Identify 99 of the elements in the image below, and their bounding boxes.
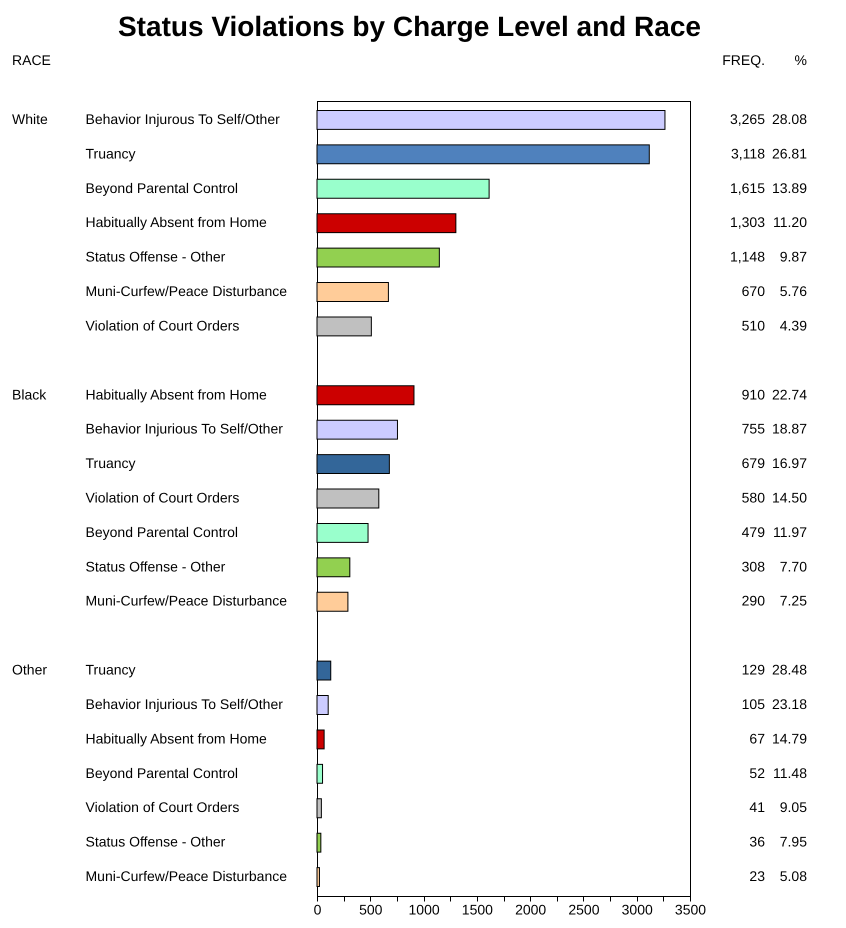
- y-tick-label: Muni-Curfew/Peace Disturbance: [86, 868, 288, 884]
- data-label: 479: [742, 524, 766, 540]
- data-label: 41: [749, 799, 766, 816]
- y-tick-label: Truancy: [86, 662, 136, 678]
- data-label: 910: [742, 386, 766, 402]
- bar: [316, 557, 350, 578]
- y-tick-label: Muni-Curfew/Peace Disturbance: [86, 283, 288, 300]
- text: 13.89: [772, 180, 808, 196]
- bar: [316, 248, 440, 268]
- x-tick-label: 0: [314, 902, 322, 918]
- x-tick-label: 1000: [408, 902, 440, 918]
- text: 9.87: [780, 248, 808, 265]
- text: 16.97: [772, 455, 808, 472]
- bar: [316, 832, 322, 853]
- data-label: 755: [742, 420, 766, 437]
- y-tick-label: Habitually Absent from Home: [86, 386, 268, 402]
- data-label: 3,265: [730, 110, 766, 127]
- bar: [316, 110, 666, 130]
- bar: [316, 178, 490, 199]
- text: 22.74: [772, 386, 808, 402]
- data-label: 308: [742, 558, 766, 574]
- bar: [316, 764, 324, 784]
- bar: [316, 867, 320, 888]
- data-label: 23: [749, 868, 766, 884]
- x-tick-label: 2000: [515, 902, 546, 918]
- y-tick-label: Muni-Curfew/Peace Disturbance: [86, 592, 288, 609]
- data-label: 67: [749, 730, 766, 746]
- x-tick-label: 2500: [568, 902, 600, 918]
- data-label: 3,118: [731, 145, 766, 162]
- y-tick-label: Truancy: [86, 145, 136, 162]
- text: Other: [12, 662, 48, 678]
- data-label: 290: [742, 592, 766, 609]
- text: 5.76: [780, 283, 808, 300]
- y-tick-label: Habitually Absent from Home: [86, 214, 268, 230]
- bar: [316, 454, 390, 474]
- y-tick-label: Violation of Court Orders: [86, 799, 240, 816]
- data-label: 36: [749, 834, 766, 850]
- text: 26.81: [772, 145, 808, 162]
- data-label: 1,148: [730, 248, 766, 265]
- x-tick-label: 1500: [462, 902, 494, 918]
- text: 14.50: [772, 490, 808, 506]
- text: 11.48: [773, 764, 808, 781]
- chart-title: Status Violations by Charge Level and Race: [118, 11, 701, 42]
- text: 7.70: [780, 558, 808, 574]
- data-label: 105: [742, 696, 766, 712]
- y-tick-label: Status Offense - Other: [86, 558, 226, 574]
- bar: [316, 522, 369, 543]
- text: 9.05: [780, 799, 808, 816]
- y-tick-label: Truancy: [86, 455, 136, 472]
- text: 28.08: [772, 110, 808, 127]
- y-tick-label: Beyond Parental Control: [86, 180, 238, 196]
- y-tick-label: Habitually Absent from Home: [86, 730, 268, 746]
- y-tick-label: Violation of Court Orders: [86, 490, 240, 506]
- bar: [316, 695, 329, 715]
- bar: [316, 282, 389, 302]
- y-tick-label: Beyond Parental Control: [86, 524, 238, 540]
- y-tick-label: Violation of Court Orders: [86, 317, 240, 334]
- data-label: 580: [742, 490, 766, 506]
- text: 28.48: [772, 662, 808, 678]
- y-tick-label: Behavior Injurous To Self/Other: [86, 110, 280, 127]
- bar: [316, 660, 332, 681]
- bar: [316, 488, 380, 508]
- text: FREQ.: [722, 52, 765, 68]
- data-label: 679: [742, 455, 766, 472]
- bar: [316, 316, 372, 336]
- text: Black: [12, 386, 48, 402]
- x-tick-label: 500: [359, 902, 383, 918]
- bar: [316, 385, 414, 406]
- y-tick-label: Behavior Injurious To Self/Other: [86, 420, 284, 437]
- data-label: 52: [749, 764, 766, 781]
- data-label: 1,615: [730, 180, 766, 196]
- y-tick-label: Status Offense - Other: [86, 248, 226, 265]
- bar: [316, 213, 456, 234]
- bar: [316, 420, 398, 440]
- bar: [316, 592, 348, 612]
- y-tick-label: Behavior Injurious To Self/Other: [86, 696, 284, 712]
- text: 7.25: [780, 592, 808, 609]
- y-tick-label: Beyond Parental Control: [86, 764, 238, 781]
- text: 23.18: [772, 696, 808, 712]
- text: 4.39: [780, 317, 808, 334]
- data-label: 670: [742, 283, 766, 300]
- y-tick-label: Status Offense - Other: [86, 834, 226, 850]
- text: 11.20: [773, 214, 808, 230]
- text: 5.08: [780, 868, 808, 884]
- x-tick-label: 3000: [622, 902, 653, 918]
- bar: [316, 144, 650, 164]
- text: 7.95: [780, 834, 808, 850]
- data-label: 510: [742, 317, 766, 334]
- bar: [316, 798, 322, 818]
- bar: [316, 729, 325, 750]
- x-tick-label: 3500: [674, 902, 706, 918]
- text: 14.79: [772, 730, 808, 746]
- data-label: 129: [742, 662, 766, 678]
- text: %: [794, 52, 807, 68]
- text: RACE: [12, 52, 51, 68]
- text: 11.97: [773, 524, 808, 540]
- data-label: 1,303: [730, 214, 766, 230]
- text: 18.87: [772, 420, 808, 437]
- text: White: [12, 110, 48, 127]
